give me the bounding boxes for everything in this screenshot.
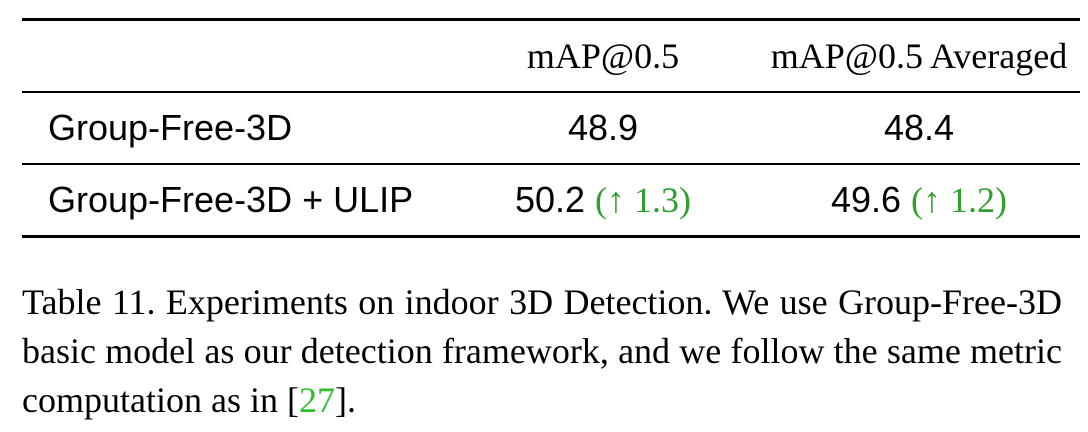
- map05-avg-value: 49.6: [830, 179, 902, 220]
- results-table: mAP@0.5 mAP@0.5 Averaged Group-Free-3D 4…: [22, 18, 1080, 238]
- map05-avg-cell: 48.4: [758, 92, 1080, 164]
- table-header-row: mAP@0.5 mAP@0.5 Averaged: [22, 19, 1080, 93]
- caption-text: Table 11. Experiments on indoor 3D Detec…: [22, 282, 1062, 420]
- header-method: [22, 20, 448, 93]
- results-table-container: mAP@0.5 mAP@0.5 Averaged Group-Free-3D 4…: [22, 18, 1080, 238]
- map05-avg-cell: 49.6 (↑ 1.2): [758, 164, 1080, 237]
- map05-avg-delta: (↑ 1.2): [911, 180, 1008, 220]
- method-cell: Group-Free-3D: [48, 107, 293, 148]
- table-row: Group-Free-3D 48.9 48.4: [22, 92, 1080, 164]
- map05-value: 48.9: [567, 107, 639, 148]
- map05-value: 50.2: [514, 179, 586, 220]
- table-caption: Table 11. Experiments on indoor 3D Detec…: [22, 278, 1062, 425]
- table-row: Group-Free-3D + ULIP 50.2 (↑ 1.3) 49.6 (…: [22, 164, 1080, 237]
- method-cell: Group-Free-3D + ULIP: [48, 179, 414, 220]
- citation-link[interactable]: 27: [298, 380, 335, 420]
- map05-cell: 48.9: [448, 92, 758, 164]
- map05-cell: 50.2 (↑ 1.3): [448, 164, 758, 237]
- header-map05-averaged: mAP@0.5 Averaged: [770, 36, 1068, 76]
- caption-text-end: ].: [334, 380, 356, 420]
- map05-delta: (↑ 1.3): [595, 180, 692, 220]
- header-map05: mAP@0.5: [526, 36, 680, 76]
- map05-avg-value: 48.4: [883, 107, 955, 148]
